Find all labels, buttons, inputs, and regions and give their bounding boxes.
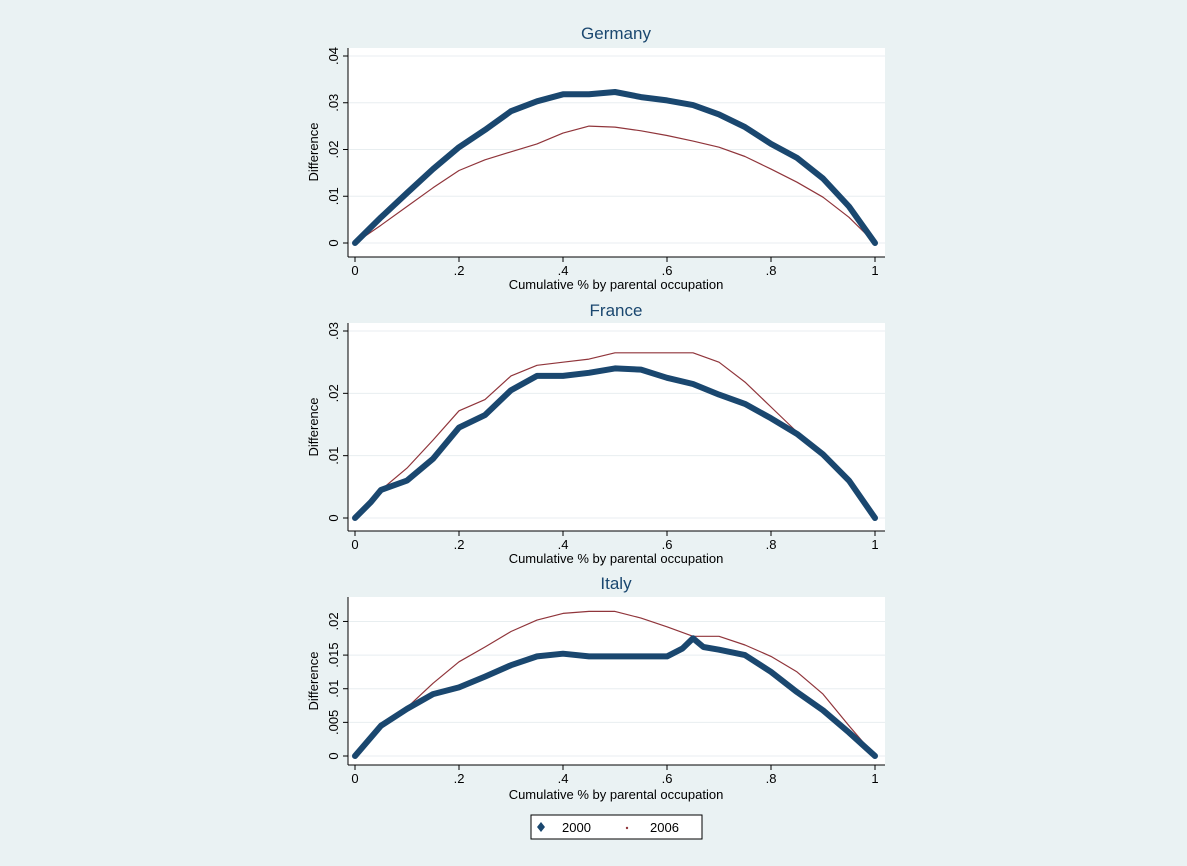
y-ticks-germany: 0 .01 .02 .03 .04: [326, 47, 348, 247]
x-tick-label-france-2: .4: [558, 537, 569, 552]
legend-label-2000: 2000: [562, 820, 591, 835]
x-tick-label-italy-5: 1: [871, 771, 878, 786]
y-tick-label-germany-1: .01: [326, 187, 341, 205]
x-ticks-italy: 0 .2 .4 .6 .8 1: [351, 765, 879, 786]
plot-area-italy: [348, 597, 885, 765]
plot-area-germany: [348, 48, 885, 257]
series-2006-italy: [354, 610, 876, 757]
series-line-2006-germany: [354, 125, 876, 244]
y-tick-label-germany-2: .02: [326, 140, 341, 158]
x-tick-label-france-0: 0: [351, 537, 358, 552]
series-2000-germany: [352, 89, 878, 246]
series-line-2000-france: [352, 365, 878, 521]
x-tick-label-germany-4: .8: [766, 263, 777, 278]
y-tick-label-italy-2: .01: [326, 680, 341, 698]
x-tick-label-italy-1: .2: [454, 771, 465, 786]
y-tick-label-italy-3: .015: [326, 642, 341, 667]
y-tick-label-italy-1: .005: [326, 710, 341, 735]
y-tick-label-france-1: .01: [326, 447, 341, 465]
x-ticks-germany: 0 .2 .4 .6 .8 1: [351, 257, 879, 278]
y-tick-label-germany-4: .04: [326, 47, 341, 65]
x-tick-label-france-1: .2: [454, 537, 465, 552]
series-2000-france: [352, 365, 878, 521]
y-tick-label-germany-0: 0: [326, 239, 341, 246]
x-tick-label-france-3: .6: [662, 537, 673, 552]
legend-marker-2006: [625, 826, 629, 830]
legend-marker-2000: [537, 822, 545, 832]
x-tick-label-france-5: 1: [871, 537, 878, 552]
x-tick-label-germany-5: 1: [871, 263, 878, 278]
plot-area-france: [348, 323, 885, 531]
legend-label-2006: 2006: [650, 820, 679, 835]
x-tick-label-germany-1: .2: [454, 263, 465, 278]
panel-germany: Germany 0 .2 .4 .6 .8 1 0 .01 .02 .03 .04 Cumulat…: [306, 24, 885, 292]
legend: 2000 2006: [530, 814, 703, 840]
panel-italy: Italy 0 .2 .4 .6 .8 1 0 .005 .01 .015 .02 Cumulat…: [306, 574, 885, 802]
y-tick-label-germany-3: .03: [326, 94, 341, 112]
series-line-2000-italy: [352, 635, 878, 759]
series-line-2006-italy: [354, 610, 876, 757]
panel-title-germany: Germany: [581, 24, 651, 43]
y-tick-label-france-3: .03: [326, 322, 341, 340]
series-line-2000-germany: [352, 89, 878, 246]
y-tick-label-france-0: 0: [326, 514, 341, 521]
legend-box: [530, 814, 703, 840]
x-ticks-france: 0 .2 .4 .6 .8 1: [351, 531, 879, 552]
series-2006-germany: [354, 125, 876, 244]
x-axis-label-italy: Cumulative % by parental occupation: [509, 787, 724, 802]
panel-title-italy: Italy: [600, 574, 632, 593]
y-ticks-italy: 0 .005 .01 .015 .02: [326, 612, 348, 760]
panel-france: France 0 .2 .4 .6 .8 1 0 .01 .02 .03 Cumulative …: [306, 301, 885, 566]
y-axis-label-italy: Difference: [306, 651, 321, 710]
series-2006-france: [354, 352, 876, 519]
x-tick-label-germany-0: 0: [351, 263, 358, 278]
x-tick-label-italy-0: 0: [351, 771, 358, 786]
y-tick-label-italy-4: .02: [326, 612, 341, 630]
x-tick-label-germany-3: .6: [662, 263, 673, 278]
x-axis-label-germany: Cumulative % by parental occupation: [509, 277, 724, 292]
y-tick-label-france-2: .02: [326, 384, 341, 402]
y-axis-label-france: Difference: [306, 397, 321, 456]
x-tick-label-italy-4: .8: [766, 771, 777, 786]
x-tick-label-italy-2: .4: [558, 771, 569, 786]
series-2000-italy: [352, 635, 878, 759]
y-axis-label-germany: Difference: [306, 122, 321, 181]
x-tick-label-france-4: .8: [766, 537, 777, 552]
panel-title-france: France: [590, 301, 643, 320]
series-line-2006-france: [354, 352, 876, 519]
x-axis-label-france: Cumulative % by parental occupation: [509, 551, 724, 566]
gridlines-germany: [349, 55, 885, 244]
y-ticks-france: 0 .01 .02 .03: [326, 322, 348, 522]
x-tick-label-germany-2: .4: [558, 263, 569, 278]
y-tick-label-italy-0: 0: [326, 752, 341, 759]
x-tick-label-italy-3: .6: [662, 771, 673, 786]
